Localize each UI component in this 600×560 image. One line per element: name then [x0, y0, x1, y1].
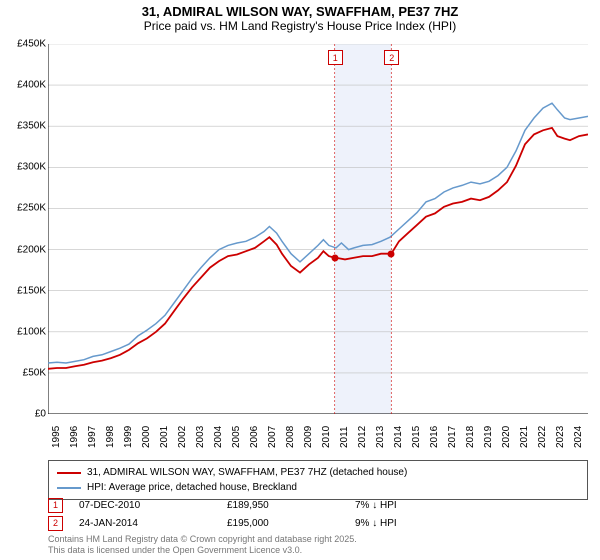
ytick-label: £150K	[2, 285, 46, 296]
legend-label-1: HPI: Average price, detached house, Brec…	[87, 482, 297, 493]
xtick-label: 2010	[321, 426, 332, 448]
xtick-label: 2014	[393, 426, 404, 448]
ytick-label: £400K	[2, 80, 46, 91]
xtick-label: 1995	[51, 426, 62, 448]
ytick-label: £200K	[2, 244, 46, 255]
ytick-label: £0	[2, 409, 46, 420]
ytick-label: £100K	[2, 326, 46, 337]
xtick-label: 2020	[501, 426, 512, 448]
sale-marker-2: 2	[384, 50, 399, 65]
ytick-label: £250K	[2, 203, 46, 214]
chart-container: 31, ADMIRAL WILSON WAY, SWAFFHAM, PE37 7…	[0, 0, 600, 560]
ytick-label: £450K	[2, 39, 46, 50]
sale-badge-0-n: 1	[53, 500, 58, 510]
sale-date-1: 24-JAN-2014	[79, 518, 227, 529]
sale-pct-0: 7% ↓ HPI	[355, 500, 455, 511]
xtick-label: 2018	[465, 426, 476, 448]
xtick-label: 2017	[447, 426, 458, 448]
xtick-label: 2024	[573, 426, 584, 448]
legend-swatch-1	[57, 487, 81, 489]
xtick-label: 1998	[105, 426, 116, 448]
chart-title-line2: Price paid vs. HM Land Registry's House …	[0, 19, 600, 33]
legend-row-1: HPI: Average price, detached house, Brec…	[57, 480, 579, 495]
xtick-label: 2013	[375, 426, 386, 448]
chart-title-block: 31, ADMIRAL WILSON WAY, SWAFFHAM, PE37 7…	[0, 4, 600, 33]
sale-badge-0: 1	[48, 498, 63, 513]
footer-text: Contains HM Land Registry data © Crown c…	[48, 534, 357, 556]
legend-row-0: 31, ADMIRAL WILSON WAY, SWAFFHAM, PE37 7…	[57, 465, 579, 480]
sale-price-1: £195,000	[227, 518, 355, 529]
chart-plot-area	[48, 44, 588, 414]
ytick-label: £50K	[2, 367, 46, 378]
xtick-label: 2012	[357, 426, 368, 448]
xtick-label: 2022	[537, 426, 548, 448]
xtick-label: 1999	[123, 426, 134, 448]
xtick-label: 2004	[213, 426, 224, 448]
footer-line2: This data is licensed under the Open Gov…	[48, 545, 357, 556]
xtick-label: 2000	[141, 426, 152, 448]
sale-badge-1: 2	[48, 516, 63, 531]
xtick-label: 2008	[285, 426, 296, 448]
xtick-label: 2005	[231, 426, 242, 448]
legend-box: 31, ADMIRAL WILSON WAY, SWAFFHAM, PE37 7…	[48, 460, 588, 500]
sale-date-0: 07-DEC-2010	[79, 500, 227, 511]
sale-row-0: 1 07-DEC-2010 £189,950 7% ↓ HPI	[48, 496, 455, 514]
footer-line1: Contains HM Land Registry data © Crown c…	[48, 534, 357, 545]
sale-dot	[331, 254, 338, 261]
xtick-label: 2011	[339, 426, 350, 448]
xtick-label: 2001	[159, 426, 170, 448]
xtick-label: 1997	[87, 426, 98, 448]
sale-dot	[388, 250, 395, 257]
xtick-label: 2016	[429, 426, 440, 448]
legend-label-0: 31, ADMIRAL WILSON WAY, SWAFFHAM, PE37 7…	[87, 467, 407, 478]
ytick-label: £350K	[2, 121, 46, 132]
xtick-label: 2021	[519, 426, 530, 448]
xtick-label: 1996	[69, 426, 80, 448]
xtick-label: 2019	[483, 426, 494, 448]
sale-row-1: 2 24-JAN-2014 £195,000 9% ↓ HPI	[48, 514, 455, 532]
chart-svg	[48, 44, 588, 414]
chart-title-line1: 31, ADMIRAL WILSON WAY, SWAFFHAM, PE37 7…	[0, 4, 600, 19]
xtick-label: 2023	[555, 426, 566, 448]
xtick-label: 2007	[267, 426, 278, 448]
xtick-label: 2009	[303, 426, 314, 448]
sale-marker-1: 1	[328, 50, 343, 65]
xtick-label: 2015	[411, 426, 422, 448]
xtick-label: 2002	[177, 426, 188, 448]
sale-price-0: £189,950	[227, 500, 355, 511]
ytick-label: £300K	[2, 162, 46, 173]
xtick-label: 2003	[195, 426, 206, 448]
sales-table: 1 07-DEC-2010 £189,950 7% ↓ HPI 2 24-JAN…	[48, 496, 455, 532]
sale-pct-1: 9% ↓ HPI	[355, 518, 455, 529]
xtick-label: 2006	[249, 426, 260, 448]
legend-swatch-0	[57, 472, 81, 474]
sale-badge-1-n: 2	[53, 518, 58, 528]
